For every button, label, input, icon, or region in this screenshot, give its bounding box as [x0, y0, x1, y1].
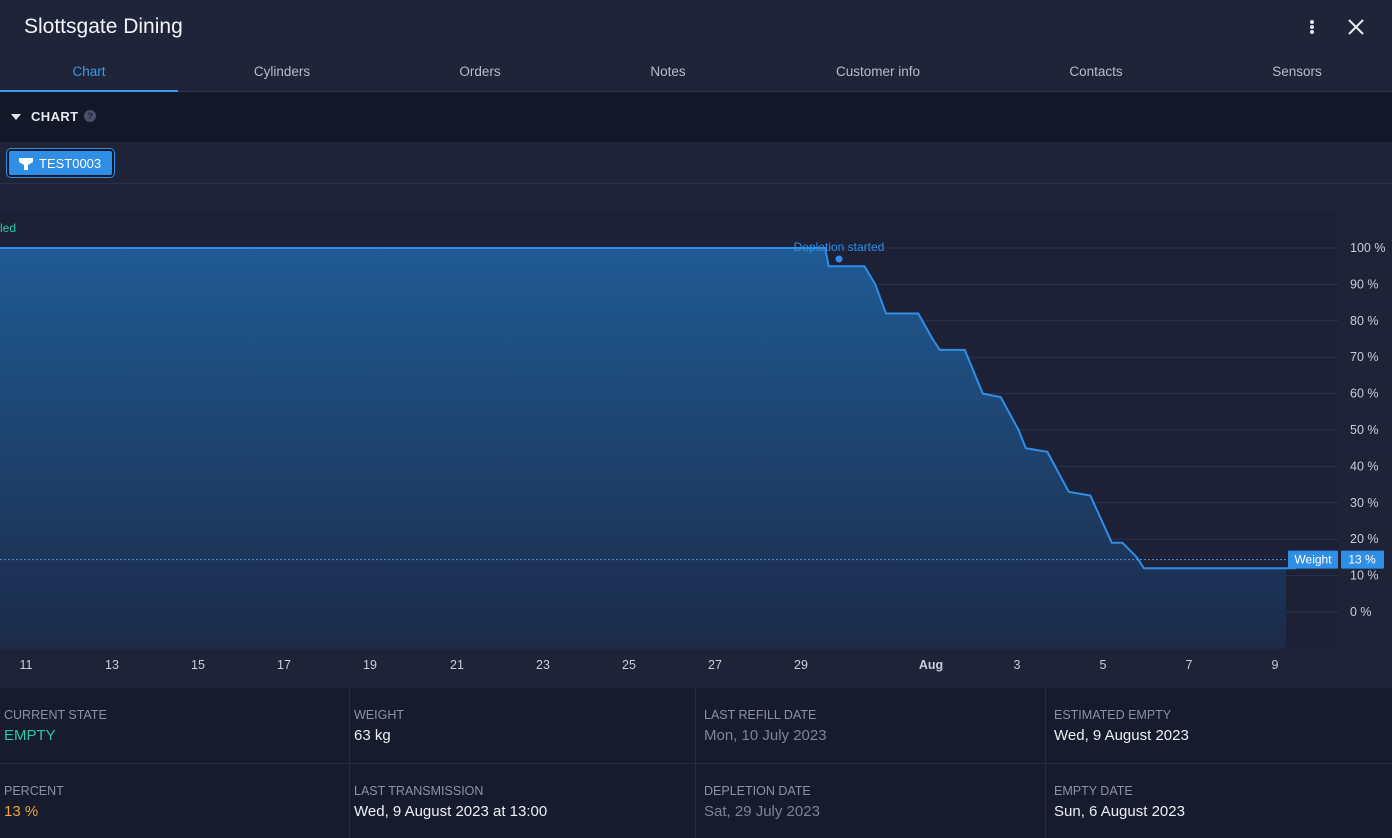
current-value-badge [1341, 550, 1384, 569]
x-tick-label: 13 [105, 658, 119, 672]
y-tick-label: 10 % [1350, 569, 1379, 583]
x-tick-label: 7 [1186, 658, 1193, 672]
tab-bar: Chart Cylinders Orders Notes Customer in… [0, 56, 1392, 92]
sensor-chip-label: TEST0003 [39, 156, 102, 171]
sensor-chip[interactable]: TEST0003 [7, 149, 114, 177]
weight-badge-label: Weight [1294, 553, 1332, 567]
stat-label: CURRENT STATE [4, 708, 107, 722]
stat-estimated-empty: ESTIMATED EMPTY Wed, 9 August 2023 [1046, 688, 1392, 764]
y-tick-label: 80 % [1350, 314, 1379, 328]
y-tick-label: 90 % [1350, 277, 1379, 291]
stat-value: Wed, 9 August 2023 [1054, 727, 1189, 744]
stat-value: 63 kg [354, 727, 391, 744]
x-tick-label: 3 [1014, 658, 1021, 672]
x-tick-label: 21 [450, 658, 464, 672]
section-title: CHART [31, 109, 79, 124]
tab-chart[interactable]: Chart [0, 56, 178, 92]
x-tick-label: 25 [622, 658, 636, 672]
stat-label: DEPLETION DATE [704, 784, 811, 798]
y-tick-label: 40 % [1350, 459, 1379, 473]
x-tick-label: 11 [20, 658, 33, 672]
tab-sensors[interactable]: Sensors [1272, 64, 1322, 79]
y-tick-label: 100 % [1350, 241, 1385, 255]
stat-label: LAST REFILL DATE [704, 708, 817, 722]
stat-label: PERCENT [4, 784, 64, 798]
chart-area: 100 % 90 % 80 % 70 % 60 % 50 % 40 % 30 % 20 % 10 … [0, 185, 1392, 688]
y-tick-label: 20 % [1350, 532, 1379, 546]
collapse-caret-icon[interactable] [11, 114, 21, 120]
more-options-icon[interactable] [1300, 14, 1324, 40]
stat-label: EMPTY DATE [1054, 784, 1133, 798]
stat-value: EMPTY [4, 727, 56, 744]
x-tick-label: 19 [363, 658, 377, 672]
x-tick-label: 15 [191, 658, 205, 672]
level-chart: 100 %90 %80 %70 %60 %50 %40 %30 %20 %10 … [0, 185, 1392, 688]
stat-value: Sun, 6 August 2023 [1054, 803, 1185, 820]
stat-label: LAST TRANSMISSION [354, 784, 484, 798]
x-tick-label: Aug [919, 658, 943, 672]
series-line [0, 247, 1297, 570]
page-title: Slottsgate Dining [24, 15, 183, 38]
stat-weight: WEIGHT 63 kg [346, 688, 696, 764]
x-tick-label: 5 [1100, 658, 1107, 672]
tab-customer-info[interactable]: Customer info [835, 64, 921, 79]
x-tick-label: 27 [708, 658, 722, 672]
stats-panel: CURRENT STATE EMPTY WEIGHT 63 kg LAST RE… [0, 688, 1392, 838]
y-tick-label: 50 % [1350, 423, 1379, 437]
x-tick-label: 29 [794, 658, 808, 672]
sensor-chip-row: TEST0003 [0, 142, 1392, 184]
stat-value: Mon, 10 July 2023 [704, 727, 827, 744]
x-tick-label: 23 [536, 658, 550, 672]
y-tick-label: 0 % [1350, 605, 1372, 619]
tab-cylinders[interactable]: Cylinders [253, 64, 311, 79]
stat-value: Sat, 29 July 2023 [704, 803, 820, 820]
help-icon[interactable]: ? [84, 110, 96, 122]
depletion-marker [835, 255, 843, 263]
current-value-badge-label: 13 % [1348, 553, 1376, 567]
y-tick-label: 60 % [1350, 387, 1379, 401]
stat-value: 13 % [4, 803, 39, 820]
stat-value: Wed, 9 August 2023 at 13:00 [354, 803, 548, 820]
close-icon[interactable] [1342, 13, 1370, 41]
stat-last-transmission: LAST TRANSMISSION Wed, 9 August 2023 at … [346, 764, 696, 838]
tab-orders[interactable]: Orders [459, 64, 501, 79]
depletion-annotation: Depletion started [794, 240, 885, 254]
tab-contacts[interactable]: Contacts [1069, 64, 1123, 79]
stat-depletion-date: DEPLETION DATE Sat, 29 July 2023 [696, 764, 1046, 838]
series-area [0, 248, 1297, 649]
x-tick-label: 17 [277, 658, 291, 672]
stat-percent: PERCENT 13 % [0, 764, 350, 838]
y-tick-label: 70 % [1350, 350, 1379, 364]
refilled-annotation: led [0, 221, 16, 235]
dialog-header: Slottsgate Dining [0, 0, 1392, 56]
stat-current-state: CURRENT STATE EMPTY [0, 688, 350, 764]
weight-badge [1288, 550, 1338, 569]
stat-last-refill: LAST REFILL DATE Mon, 10 July 2023 [696, 688, 1046, 764]
chart-section-header[interactable]: CHART ? [0, 92, 1392, 142]
cylinder-icon [19, 158, 33, 170]
tab-notes[interactable]: Notes [650, 64, 686, 79]
y-tick-label: 30 % [1350, 496, 1379, 510]
stat-label: ESTIMATED EMPTY [1054, 708, 1172, 722]
x-tick-label: 9 [1272, 658, 1279, 672]
stat-label: WEIGHT [354, 708, 404, 722]
stat-empty-date: EMPTY DATE Sun, 6 August 2023 [1046, 764, 1392, 838]
